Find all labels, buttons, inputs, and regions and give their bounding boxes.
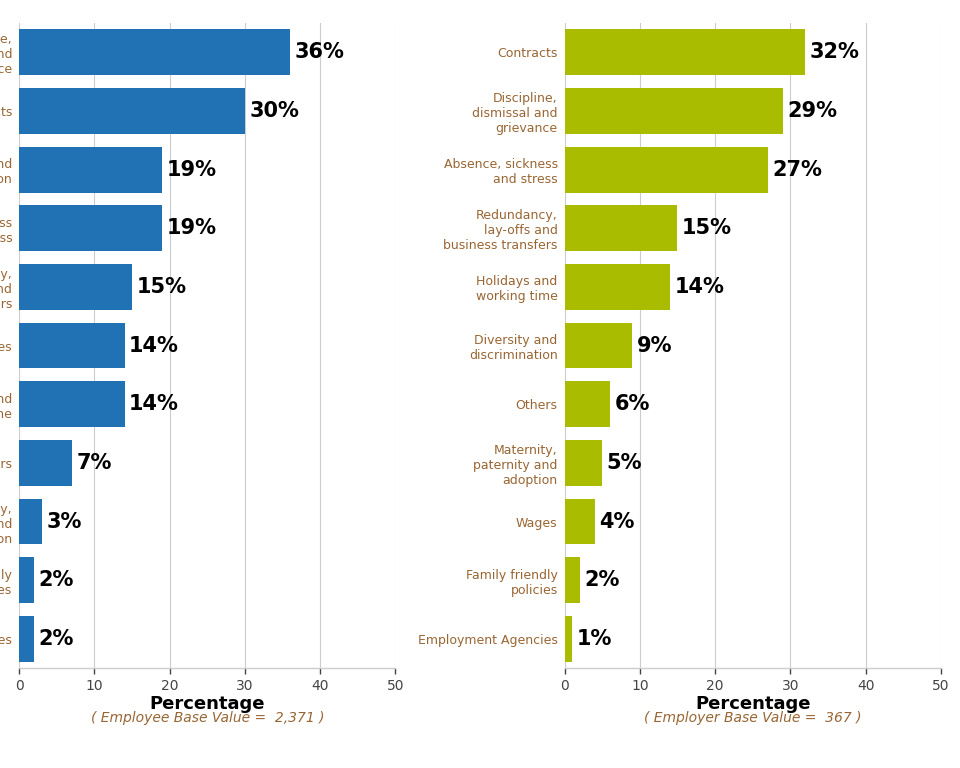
- Bar: [19, 498, 42, 545]
- Text: 14%: 14%: [129, 394, 179, 414]
- Bar: [564, 88, 782, 134]
- Text: 2%: 2%: [38, 629, 74, 649]
- Text: 19%: 19%: [167, 218, 217, 238]
- Text: 30%: 30%: [250, 101, 300, 121]
- Bar: [19, 440, 72, 486]
- X-axis label: Percentage: Percentage: [695, 695, 810, 713]
- Text: 3%: 3%: [46, 511, 82, 531]
- Text: 14%: 14%: [129, 336, 179, 356]
- Text: 6%: 6%: [614, 394, 650, 414]
- Bar: [19, 616, 35, 662]
- Text: 29%: 29%: [787, 101, 837, 121]
- Bar: [564, 264, 670, 310]
- Bar: [564, 323, 633, 369]
- Bar: [564, 382, 610, 427]
- Text: 4%: 4%: [599, 511, 635, 531]
- Text: ( Employee Base Value =  2,371 ): ( Employee Base Value = 2,371 ): [90, 711, 324, 725]
- Text: 2%: 2%: [585, 570, 619, 590]
- Bar: [564, 616, 572, 662]
- Bar: [564, 29, 805, 75]
- Text: 15%: 15%: [136, 277, 186, 297]
- Bar: [19, 147, 162, 193]
- Text: 14%: 14%: [675, 277, 725, 297]
- Bar: [19, 382, 125, 427]
- Text: 36%: 36%: [295, 42, 345, 62]
- Bar: [19, 29, 290, 75]
- Bar: [19, 264, 132, 310]
- Text: 9%: 9%: [636, 336, 672, 356]
- Bar: [19, 205, 162, 251]
- Text: 7%: 7%: [77, 453, 111, 473]
- Bar: [564, 558, 580, 603]
- Text: 15%: 15%: [682, 218, 732, 238]
- Text: 19%: 19%: [167, 160, 217, 180]
- Bar: [19, 88, 245, 134]
- Bar: [564, 147, 768, 193]
- Bar: [19, 558, 35, 603]
- Bar: [19, 323, 125, 369]
- Text: ( Employer Base Value =  367 ): ( Employer Base Value = 367 ): [644, 711, 861, 725]
- Text: 27%: 27%: [772, 160, 822, 180]
- Text: 5%: 5%: [607, 453, 642, 473]
- X-axis label: Percentage: Percentage: [150, 695, 265, 713]
- Text: 2%: 2%: [38, 570, 74, 590]
- Text: 32%: 32%: [810, 42, 860, 62]
- Bar: [564, 205, 678, 251]
- Bar: [564, 498, 595, 545]
- Bar: [564, 440, 602, 486]
- Text: 1%: 1%: [577, 629, 612, 649]
